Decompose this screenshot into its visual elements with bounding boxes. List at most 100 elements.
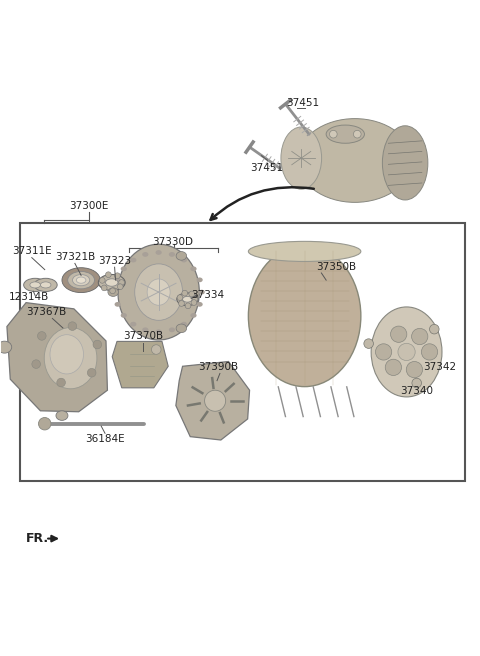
Ellipse shape — [40, 282, 51, 288]
Ellipse shape — [147, 279, 170, 305]
Ellipse shape — [281, 127, 322, 189]
Circle shape — [191, 300, 197, 306]
Circle shape — [204, 390, 226, 411]
Circle shape — [406, 361, 422, 378]
Ellipse shape — [44, 327, 97, 389]
Text: 37340: 37340 — [400, 386, 433, 396]
Circle shape — [37, 331, 46, 340]
Circle shape — [57, 379, 65, 387]
Circle shape — [32, 359, 40, 369]
Ellipse shape — [196, 277, 203, 282]
Ellipse shape — [120, 313, 127, 318]
Ellipse shape — [181, 258, 187, 262]
Text: 37334: 37334 — [191, 291, 224, 300]
Circle shape — [192, 297, 198, 302]
Ellipse shape — [118, 244, 199, 340]
Circle shape — [364, 338, 373, 348]
Ellipse shape — [130, 258, 136, 262]
Ellipse shape — [68, 272, 95, 289]
Circle shape — [375, 344, 392, 360]
Ellipse shape — [326, 125, 364, 143]
Ellipse shape — [56, 411, 68, 420]
Circle shape — [185, 303, 191, 308]
Ellipse shape — [191, 266, 197, 271]
Circle shape — [119, 279, 124, 285]
Circle shape — [99, 277, 105, 283]
Ellipse shape — [76, 277, 86, 283]
Ellipse shape — [248, 241, 361, 262]
Circle shape — [189, 291, 194, 297]
Bar — [20, 222, 465, 481]
Ellipse shape — [0, 341, 12, 353]
Ellipse shape — [120, 266, 127, 271]
Ellipse shape — [199, 290, 205, 295]
Ellipse shape — [115, 277, 121, 282]
Ellipse shape — [30, 282, 40, 288]
Ellipse shape — [130, 322, 136, 327]
Ellipse shape — [298, 119, 412, 202]
Ellipse shape — [156, 329, 162, 334]
Circle shape — [329, 131, 337, 138]
Ellipse shape — [176, 324, 187, 333]
Text: 37390B: 37390B — [198, 362, 239, 372]
Circle shape — [38, 417, 51, 430]
Text: 36184E: 36184E — [85, 434, 125, 444]
Circle shape — [87, 369, 96, 377]
Circle shape — [117, 284, 123, 289]
Circle shape — [430, 324, 439, 334]
Text: 37451: 37451 — [286, 98, 319, 108]
Text: FR.: FR. — [26, 532, 49, 545]
Ellipse shape — [182, 297, 192, 302]
Ellipse shape — [383, 126, 428, 200]
Circle shape — [421, 344, 438, 360]
Ellipse shape — [142, 252, 148, 256]
Circle shape — [182, 291, 188, 296]
Circle shape — [412, 379, 421, 388]
Text: 37330D: 37330D — [153, 237, 193, 247]
Ellipse shape — [135, 264, 182, 320]
Ellipse shape — [176, 251, 187, 260]
Ellipse shape — [115, 302, 121, 307]
Circle shape — [391, 326, 407, 342]
Text: 37342: 37342 — [423, 362, 456, 372]
Ellipse shape — [248, 245, 361, 386]
Text: 37300E: 37300E — [70, 201, 109, 211]
Text: 37370B: 37370B — [123, 331, 163, 341]
Ellipse shape — [112, 290, 119, 295]
Circle shape — [353, 131, 361, 138]
Circle shape — [106, 272, 111, 277]
Ellipse shape — [98, 274, 125, 291]
Polygon shape — [176, 361, 250, 440]
Ellipse shape — [156, 250, 162, 255]
Ellipse shape — [142, 327, 148, 332]
Text: 37321B: 37321B — [55, 252, 95, 262]
Polygon shape — [7, 302, 108, 412]
Circle shape — [110, 288, 116, 294]
Polygon shape — [112, 341, 168, 388]
Ellipse shape — [371, 307, 442, 397]
Ellipse shape — [108, 288, 119, 297]
Text: 37367B: 37367B — [26, 308, 66, 318]
Text: 37311E: 37311E — [12, 246, 52, 256]
Ellipse shape — [169, 252, 175, 256]
Text: 37451: 37451 — [250, 163, 283, 173]
Text: 37323: 37323 — [98, 256, 131, 266]
Circle shape — [68, 322, 77, 331]
Circle shape — [101, 285, 107, 291]
Circle shape — [93, 340, 102, 349]
Ellipse shape — [50, 335, 84, 374]
Circle shape — [152, 345, 161, 354]
Ellipse shape — [181, 322, 187, 327]
Ellipse shape — [169, 327, 175, 332]
Ellipse shape — [62, 268, 100, 293]
Text: 37350B: 37350B — [317, 262, 357, 272]
Circle shape — [398, 343, 415, 361]
Ellipse shape — [72, 275, 90, 286]
Circle shape — [179, 300, 184, 306]
Ellipse shape — [34, 278, 57, 291]
Circle shape — [411, 329, 428, 344]
Ellipse shape — [191, 313, 197, 318]
Ellipse shape — [177, 293, 198, 306]
Circle shape — [115, 273, 120, 279]
Circle shape — [385, 359, 401, 375]
